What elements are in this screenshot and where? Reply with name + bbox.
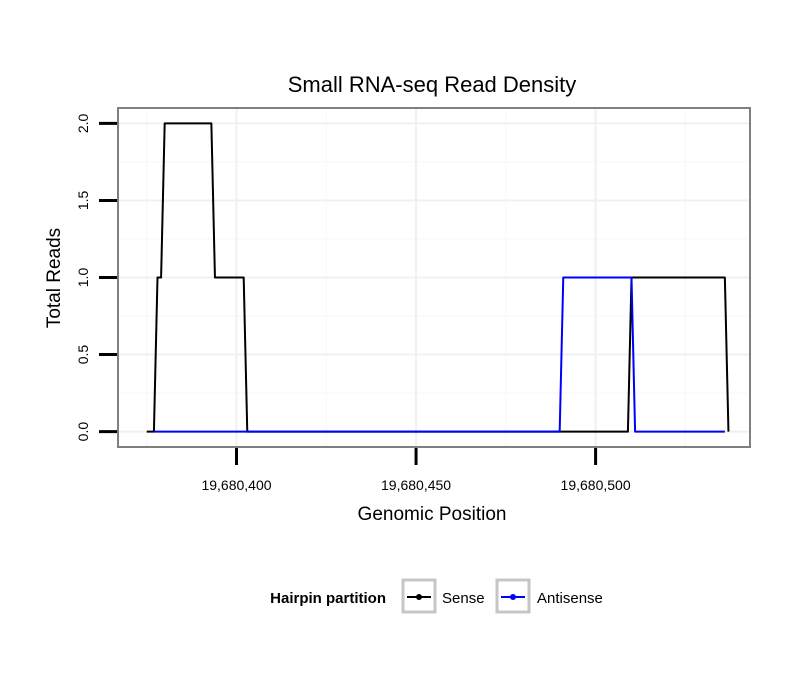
y-tick-label: 0.5 (75, 345, 91, 365)
series-line-antisense (153, 276, 725, 433)
legend-dot-antisense (510, 594, 516, 600)
legend-dot-sense (416, 594, 422, 600)
legend-label-antisense: Antisense (537, 590, 603, 607)
y-axis-title: Total Reads (44, 228, 65, 328)
legend-entry-sense: Sense (401, 578, 485, 614)
y-tick-label: 0.0 (75, 422, 91, 442)
chart-title: Small RNA-seq Read Density (288, 72, 577, 97)
legend: Hairpin partition Sense Antisense (270, 578, 603, 614)
series-lines (146, 122, 730, 433)
y-tick-label: 2.0 (75, 113, 91, 133)
x-axis-title: Genomic Position (358, 504, 507, 525)
x-tick-label: 19,680,400 (201, 477, 271, 493)
x-tick-label: 19,680,450 (381, 477, 451, 493)
legend-title: Hairpin partition (270, 590, 386, 607)
x-tick-label: 19,680,500 (561, 477, 631, 493)
axes: 0.0 0.5 1.0 1.5 2.0 19,680,400 19,680,450 19,68… (75, 113, 631, 493)
y-tick-label: 1.5 (75, 191, 91, 211)
legend-entry-antisense: Antisense (495, 578, 603, 614)
legend-label-sense: Sense (442, 590, 485, 607)
y-tick-label: 1.0 (75, 268, 91, 288)
plot-panel-border (117, 107, 751, 448)
